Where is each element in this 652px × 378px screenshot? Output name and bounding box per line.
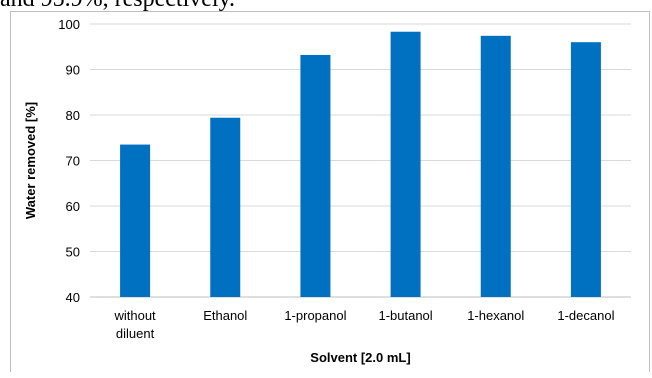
- y-tick-label: 100: [58, 17, 80, 32]
- bar-4: [480, 35, 511, 297]
- x-tick-label: 1-butanol: [378, 308, 432, 323]
- bar-3: [390, 31, 421, 298]
- bar-chart: 40 50 60 70 80 90 100 without diluent Ethanol 1-pr…: [23, 17, 631, 365]
- x-tick-label: 1-hexanol: [467, 308, 524, 323]
- bar-2: [300, 54, 331, 297]
- y-tick-label: 40: [66, 290, 80, 305]
- y-tick-label: 90: [66, 63, 80, 78]
- bar-5: [570, 42, 601, 298]
- y-tick-label: 60: [66, 199, 80, 214]
- chart-frame: 40 50 60 70 80 90 100 without diluent Ethanol 1-pr…: [10, 11, 650, 372]
- x-tick-label: without diluent: [113, 308, 156, 341]
- x-tick-label: 1-decanol: [557, 308, 614, 323]
- y-tick-label: 50: [66, 245, 80, 260]
- bar-1: [210, 117, 241, 297]
- y-axis-title: Water removed [%]: [23, 102, 38, 219]
- y-tick-label: 80: [66, 108, 80, 123]
- y-tick-label: 70: [66, 154, 80, 169]
- preceding-text-fragment: and 95.9%, respectively.: [0, 0, 235, 13]
- x-tick-label: Ethanol: [203, 308, 247, 323]
- bar-0: [120, 144, 151, 297]
- x-axis-title: Solvent [2.0 mL]: [310, 350, 410, 365]
- x-tick-label: 1-propanol: [284, 308, 346, 323]
